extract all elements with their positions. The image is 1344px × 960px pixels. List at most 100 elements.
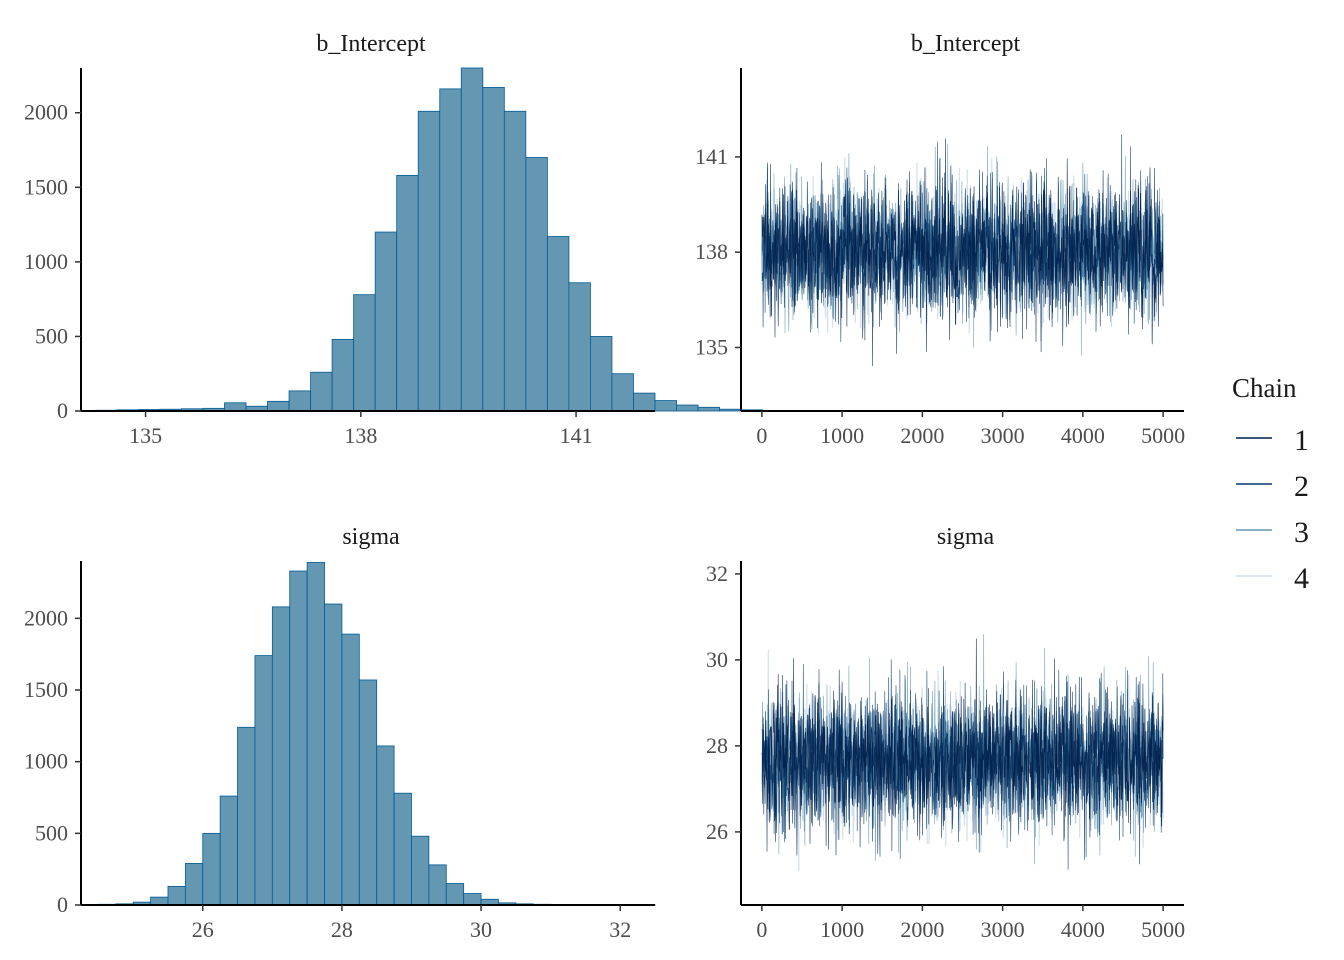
histogram-bar bbox=[439, 88, 462, 412]
histogram-bar bbox=[611, 373, 634, 412]
histogram-bar bbox=[288, 390, 312, 412]
histogram-bar bbox=[310, 371, 333, 412]
histogram-bar bbox=[267, 400, 290, 412]
histogram-bar bbox=[546, 236, 570, 412]
histogram-bar bbox=[590, 336, 613, 412]
x-tick-label: 141 bbox=[560, 423, 593, 448]
histogram-bar bbox=[331, 339, 355, 412]
histogram-bar bbox=[503, 110, 527, 412]
histogram-bar bbox=[376, 745, 395, 906]
x-tick-label: 0 bbox=[756, 917, 767, 942]
legend-label: 4 bbox=[1294, 562, 1309, 595]
x-tick-label: 2000 bbox=[900, 423, 944, 448]
legend-item-chain-1: 1 bbox=[1236, 424, 1309, 457]
panel-title: b_Intercept bbox=[911, 31, 1021, 57]
y-tick-label: 1000 bbox=[24, 249, 68, 274]
histogram-bar bbox=[568, 282, 591, 412]
histogram-bar bbox=[411, 835, 430, 906]
histogram-bar bbox=[202, 832, 221, 906]
panel-histogram-3: sigma 0 500 1000 1500 2000 26 28 30 32 bbox=[24, 524, 656, 942]
x-tick-label: 5000 bbox=[1141, 917, 1185, 942]
y-tick-label: 141 bbox=[695, 144, 728, 169]
panel-trace-2: b_Intercept 135 138 141 0 1000 2000 3000 4000 500… bbox=[695, 31, 1185, 448]
histogram-bar bbox=[184, 863, 204, 906]
histogram-bar bbox=[428, 864, 447, 906]
histogram-bar bbox=[633, 392, 656, 412]
histogram-bar bbox=[445, 883, 465, 906]
legend-label: 1 bbox=[1294, 424, 1309, 457]
histogram-bar bbox=[237, 726, 256, 906]
histogram-bar bbox=[719, 408, 742, 412]
x-tick-label: 30 bbox=[470, 917, 492, 942]
x-tick-label: 4000 bbox=[1061, 423, 1105, 448]
y-tick-label: 135 bbox=[695, 334, 728, 359]
x-tick-label: 2000 bbox=[900, 917, 944, 942]
trace-lines bbox=[761, 134, 1164, 367]
y-tick-label: 500 bbox=[35, 323, 68, 348]
histogram-bar bbox=[460, 67, 484, 412]
histogram-bar bbox=[219, 795, 238, 906]
panel-title: sigma bbox=[342, 524, 400, 550]
histogram-bars bbox=[97, 562, 656, 906]
y-tick-label: 28 bbox=[706, 733, 728, 758]
x-tick-label: 1000 bbox=[820, 917, 864, 942]
y-tick-label: 0 bbox=[57, 892, 68, 917]
histogram-bar bbox=[150, 896, 169, 906]
histogram-bar bbox=[396, 174, 419, 412]
histogram-bar bbox=[167, 885, 186, 906]
histogram-bar bbox=[306, 562, 325, 906]
histogram-bar bbox=[271, 606, 291, 906]
trace-lines bbox=[761, 634, 1164, 871]
y-tick-label: 1500 bbox=[24, 677, 68, 702]
y-tick-label: 1500 bbox=[24, 174, 68, 199]
x-tick-label: 135 bbox=[129, 423, 162, 448]
legend-item-chain-4: 4 bbox=[1236, 562, 1309, 595]
y-tick-label: 0 bbox=[57, 398, 68, 423]
x-tick-label: 0 bbox=[756, 423, 767, 448]
panel-title: b_Intercept bbox=[316, 31, 426, 57]
histogram-bar bbox=[341, 633, 360, 906]
y-tick-label: 2000 bbox=[24, 100, 68, 125]
x-tick-label: 3000 bbox=[981, 917, 1025, 942]
x-tick-label: 28 bbox=[331, 917, 353, 942]
panel-trace-4: sigma 26 28 30 32 0 1000 2000 3000 4000 5000 bbox=[706, 524, 1185, 942]
trace-line-chain-1 bbox=[761, 138, 1164, 367]
histogram-bar bbox=[224, 402, 247, 412]
x-tick-label: 138 bbox=[344, 423, 377, 448]
legend-title: Chain bbox=[1232, 373, 1297, 403]
histogram-bar bbox=[353, 294, 376, 412]
legend-item-chain-3: 3 bbox=[1236, 516, 1309, 549]
y-tick-label: 500 bbox=[35, 820, 68, 845]
histogram-bar bbox=[654, 400, 677, 412]
y-tick-label: 26 bbox=[706, 819, 728, 844]
histogram-bar bbox=[374, 231, 398, 412]
legend-item-chain-2: 2 bbox=[1236, 470, 1309, 503]
histogram-bar bbox=[393, 792, 412, 906]
trace-line-chain-1 bbox=[761, 638, 1164, 865]
x-tick-label: 5000 bbox=[1141, 423, 1185, 448]
histogram-bar bbox=[697, 406, 720, 412]
y-tick-label: 138 bbox=[695, 239, 728, 264]
histogram-bar bbox=[254, 655, 273, 906]
histogram-bar bbox=[676, 404, 699, 412]
histogram-bar bbox=[525, 157, 548, 412]
histogram-bar bbox=[482, 86, 505, 412]
panel-title: sigma bbox=[937, 524, 995, 550]
legend: Chain 1 2 3 4 bbox=[1232, 373, 1309, 595]
x-tick-label: 4000 bbox=[1061, 917, 1105, 942]
x-tick-label: 26 bbox=[192, 917, 214, 942]
histogram-bar bbox=[289, 570, 308, 906]
histogram-bar bbox=[463, 893, 482, 906]
histogram-bars bbox=[94, 67, 764, 412]
histogram-bar bbox=[417, 110, 441, 412]
y-tick-label: 1000 bbox=[24, 749, 68, 774]
panel-histogram-1: b_Intercept 0 500 1000 1500 2000 135 138 141 bbox=[24, 31, 764, 448]
x-tick-label: 3000 bbox=[981, 423, 1025, 448]
legend-label: 2 bbox=[1294, 470, 1309, 503]
x-tick-label: 1000 bbox=[820, 423, 864, 448]
x-tick-label: 32 bbox=[609, 917, 631, 942]
y-tick-label: 2000 bbox=[24, 605, 68, 630]
y-tick-label: 30 bbox=[706, 647, 728, 672]
y-tick-label: 32 bbox=[706, 561, 728, 586]
